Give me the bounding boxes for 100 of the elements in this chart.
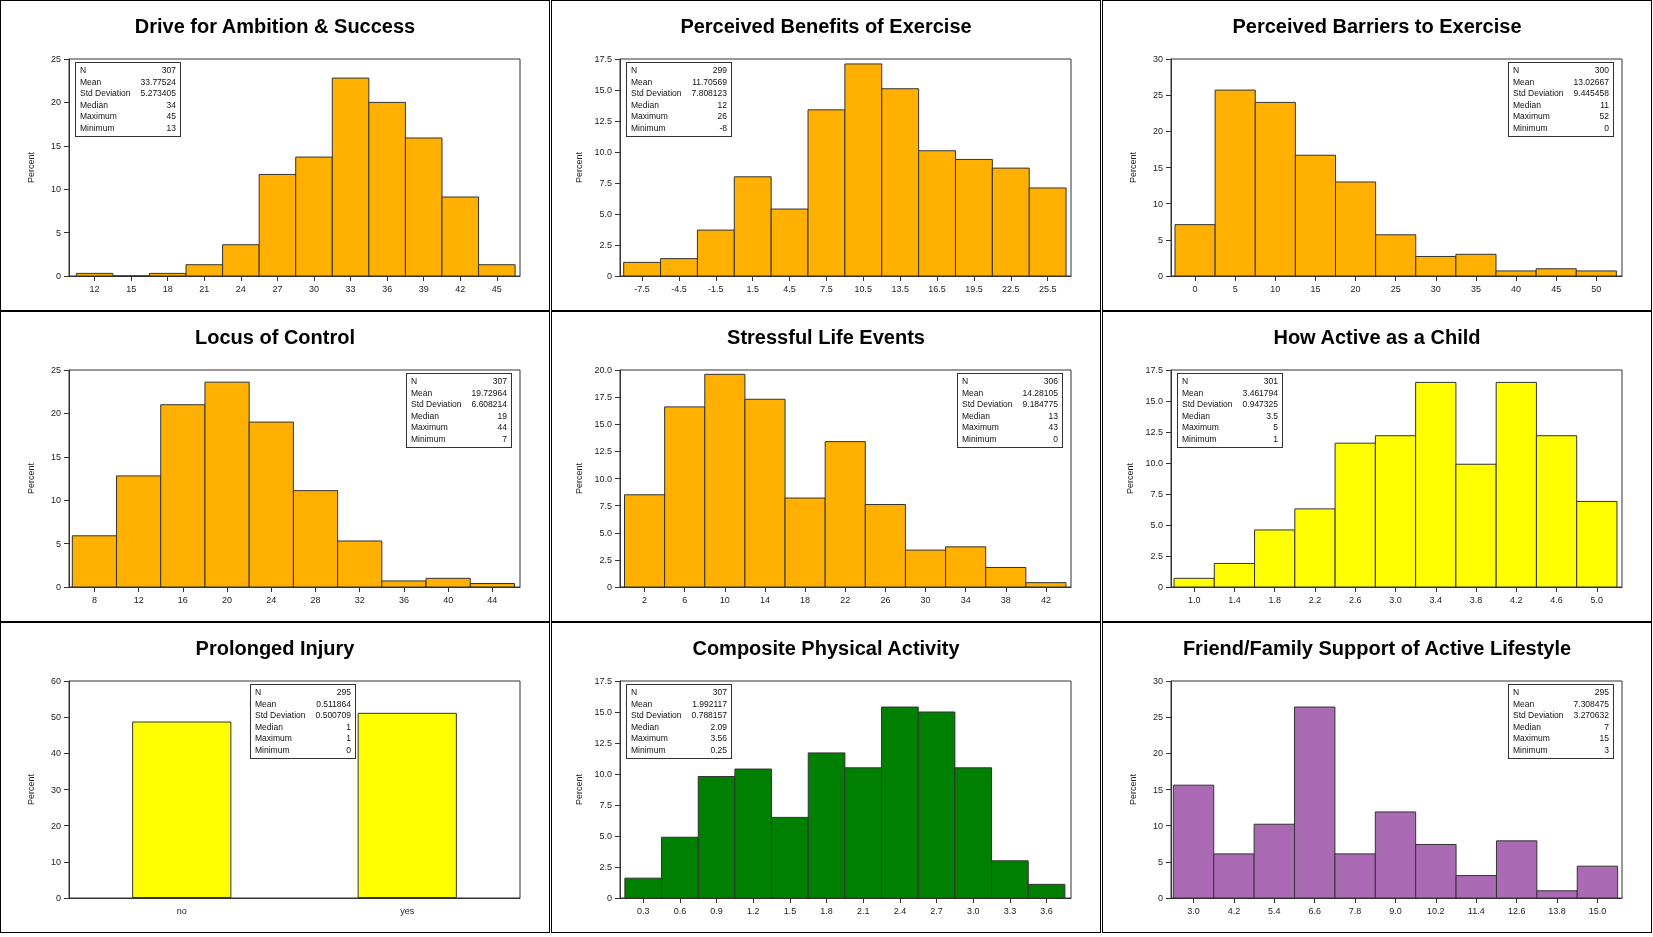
y-tick-label: 30	[1152, 676, 1163, 686]
x-tick-label: 10	[1270, 283, 1281, 294]
text: Median 2.09	[631, 721, 728, 732]
y-tick-label: 17.5	[594, 392, 612, 403]
y-axis-title: Percent	[1127, 151, 1138, 184]
text: Maximum 5	[1182, 422, 1279, 432]
text: N 307	[631, 687, 728, 697]
annotation: Std Deviation 0.947325	[1182, 399, 1279, 411]
text: Maximum 15	[1512, 733, 1609, 743]
x-tick-label: 3.6	[1040, 905, 1053, 916]
y-tick-label: 2.5	[1150, 551, 1163, 561]
x-tick-label: 0.3	[636, 905, 650, 916]
annotation: Std Deviation 7.808123	[631, 88, 728, 100]
text: Median 13	[961, 410, 1058, 421]
x-tick-label: 1.4	[1228, 594, 1241, 605]
y-tick-label: 60	[50, 676, 61, 686]
x-tick-label: 2	[642, 594, 648, 605]
y-axis-title: Percent	[25, 773, 36, 806]
x-tick-label: 10.2	[1427, 905, 1445, 916]
text: Mean 0.511864	[255, 698, 352, 709]
x-tick-label: 4.2	[1510, 594, 1523, 605]
text: Maximum 26	[631, 111, 728, 121]
x-tick-label: 42	[455, 283, 466, 294]
y-tick-label: 0	[1157, 582, 1163, 592]
x-tick-label: 50	[1591, 283, 1602, 294]
annotation: Std Deviation 3.270632	[1512, 710, 1609, 722]
x-tick-label: 5.0	[1590, 594, 1604, 605]
y-tick-label: 17.5	[1145, 365, 1163, 375]
y-tick-label: 20	[1152, 748, 1163, 759]
y-tick-label: 20	[50, 820, 61, 831]
chart-title: Composite Physical Activity	[692, 637, 961, 659]
text: Mean 11.70569	[631, 76, 728, 87]
text: Mean 3.461794	[1182, 387, 1279, 398]
y-tick-label: 12.5	[1145, 427, 1163, 437]
text: Maximum 45	[80, 111, 177, 121]
y-tick-label: 5.0	[599, 527, 612, 538]
text: Minimum 0	[961, 433, 1058, 444]
y-tick-label: 10	[1152, 820, 1163, 831]
x-tick-label: -7.5	[634, 283, 650, 294]
x-tick-label: 40	[1511, 283, 1522, 294]
y-tick-label: 15.0	[594, 85, 612, 95]
y-tick-label: 12.5	[594, 116, 612, 126]
x-tick-label: 5.4	[1268, 905, 1281, 916]
text: Mean 14.28105	[961, 387, 1058, 398]
x-tick-label: 1.8	[1268, 594, 1281, 605]
x-tick-label: 12	[133, 594, 144, 605]
x-tick-label: 24	[266, 594, 277, 605]
text: Minimum 7	[410, 433, 507, 444]
text: Minimum 1	[1182, 433, 1279, 444]
x-tick-label: 16	[177, 594, 188, 605]
y-tick-label: 0	[55, 893, 61, 903]
text: Maximum 44	[410, 422, 507, 432]
x-tick-label: 2.2	[1308, 594, 1322, 605]
y-tick-label: 12.5	[594, 738, 612, 748]
x-tick-label: 27	[272, 283, 283, 294]
annotation: Std Deviation 0.788157	[631, 710, 728, 722]
chart-title: Stressful Life Events	[727, 326, 925, 348]
x-tick-label: 24	[235, 283, 246, 294]
text: N 299	[631, 65, 728, 75]
y-tick-label: 10.0	[594, 769, 612, 779]
y-axis-title: Percent	[1125, 462, 1136, 495]
text: Maximum 1	[255, 733, 352, 743]
x-tick-label: 5	[1232, 283, 1238, 294]
y-tick-label: 17.5	[594, 54, 612, 64]
y-tick-label: 2.5	[599, 862, 612, 872]
text: N 300	[1512, 65, 1609, 75]
x-tick-label: 42	[1040, 594, 1051, 605]
y-tick-label: 25	[1152, 90, 1163, 101]
y-axis-title: Percent	[574, 462, 585, 495]
text: N 295	[1512, 687, 1609, 697]
y-tick-label: 20	[1152, 126, 1163, 137]
y-tick-label: 5	[1157, 856, 1163, 867]
x-tick-label: 30	[308, 283, 320, 294]
x-tick-label: 32	[354, 594, 365, 605]
text: N 307	[80, 65, 177, 75]
y-axis-title: Percent	[25, 151, 36, 184]
x-tick-label: 13.5	[891, 283, 909, 294]
annotation: Std Deviation 0.500709	[255, 710, 352, 722]
y-tick-label: 30	[50, 784, 61, 795]
x-tick-label: 0.9	[710, 905, 723, 916]
x-tick-label: 39	[418, 283, 429, 294]
x-tick-label: -1.5	[708, 283, 724, 294]
x-tick-label: 4.2	[1227, 905, 1241, 916]
x-tick-label: 13.8	[1548, 905, 1566, 916]
x-tick-label: 10.5	[854, 283, 873, 294]
x-tick-label: 11.4	[1467, 905, 1485, 916]
text: Median 1	[255, 721, 352, 732]
y-tick-label: 0	[606, 271, 612, 281]
x-tick-label: 3.8	[1469, 594, 1483, 605]
x-tick-label: 35	[1470, 283, 1481, 294]
x-tick-label: 4.5	[783, 283, 796, 294]
annotation: Std Deviation 9.184775	[961, 399, 1058, 411]
text: Mean 7.308475	[1512, 698, 1609, 709]
text: Minimum 3	[1512, 744, 1609, 755]
y-tick-label: 10	[1152, 198, 1163, 209]
text: Minimum 0	[1512, 122, 1609, 133]
x-tick-label: 8	[91, 594, 97, 605]
y-tick-label: 7.5	[599, 178, 612, 188]
text: Median 7	[1512, 721, 1609, 732]
x-tick-label: 3.0	[1389, 594, 1402, 605]
